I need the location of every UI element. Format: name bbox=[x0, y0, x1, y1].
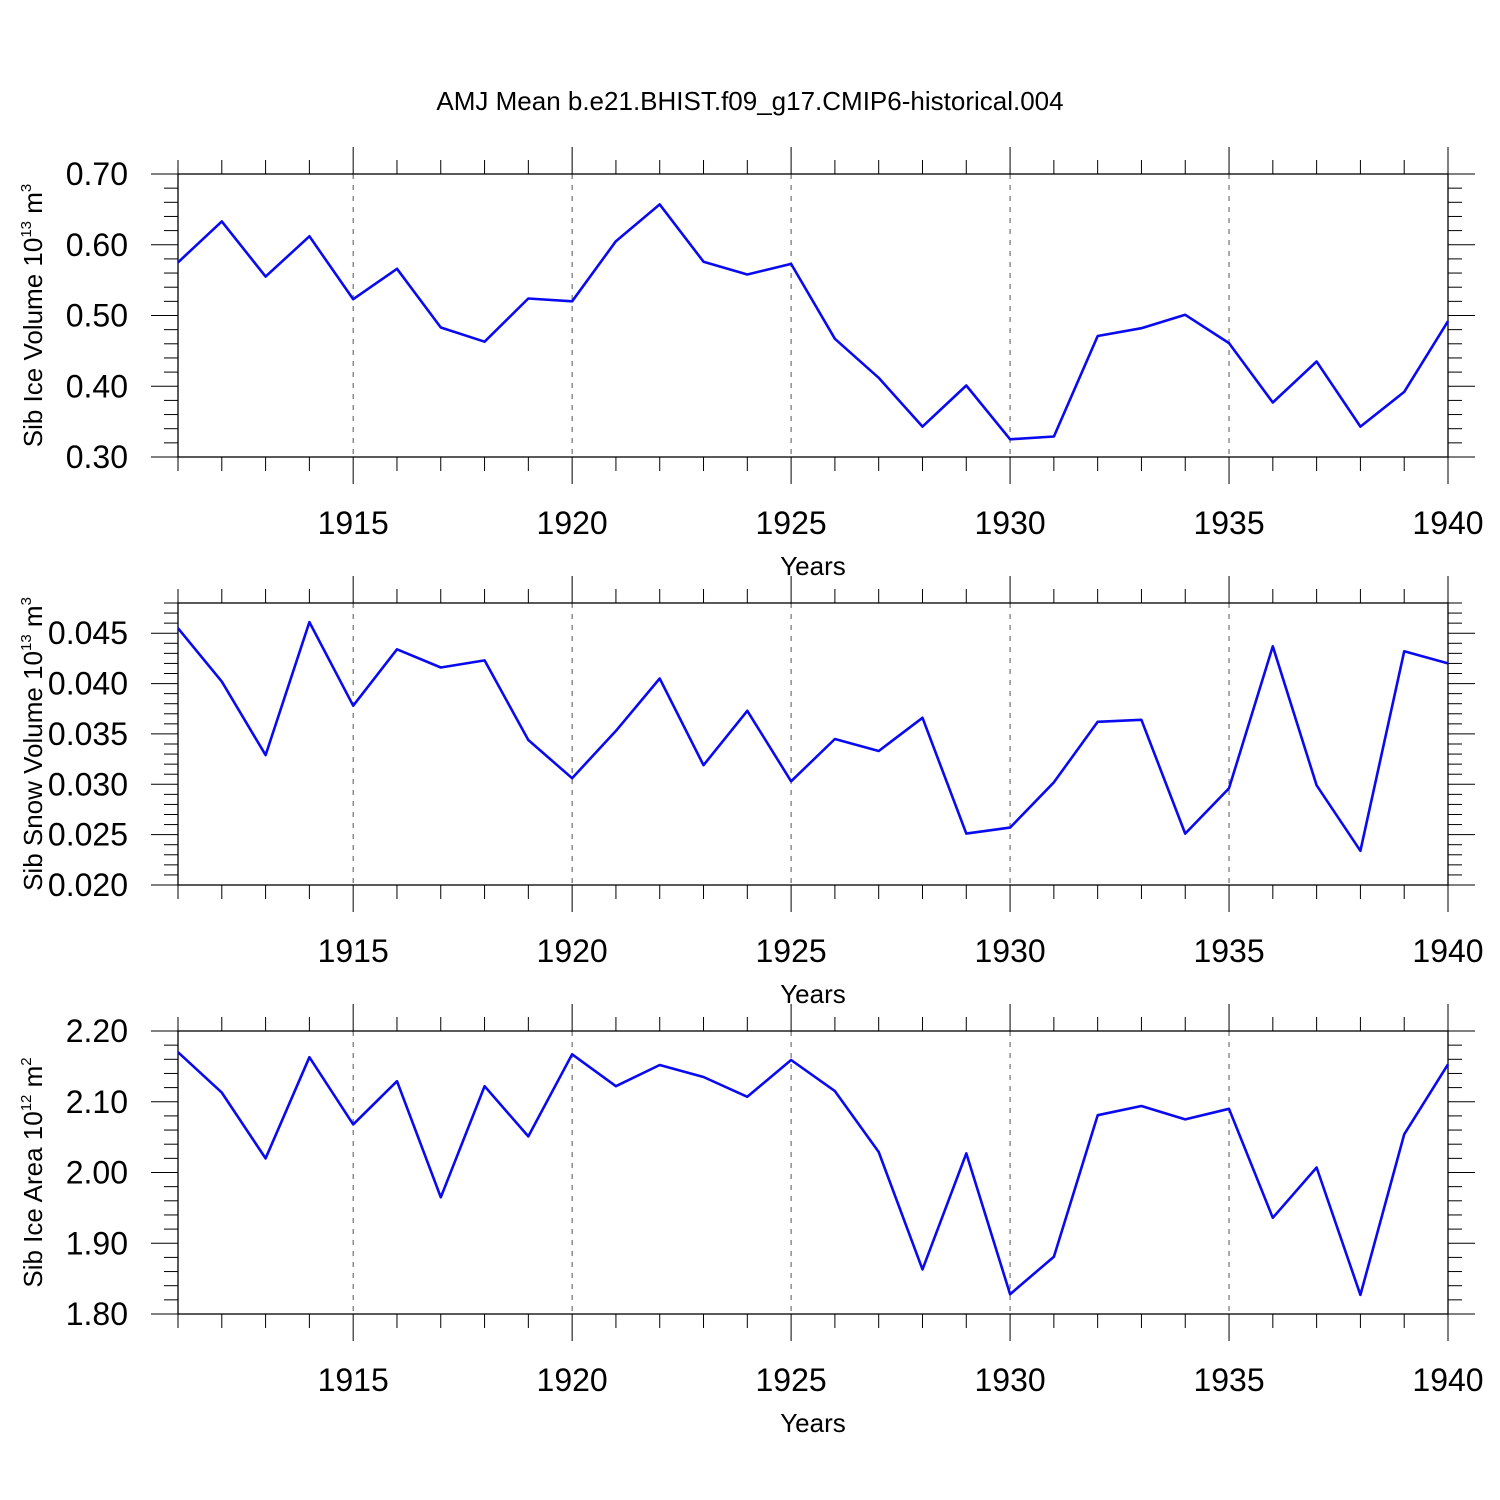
x-axis-title: Years bbox=[780, 979, 846, 1009]
y-axis-title: Sib Snow Volume 1013 m3 bbox=[18, 597, 48, 891]
chart-panel-3: 1.80 1.90 2.00 2.10 2.20 1915 1920 1925 1930 1935… bbox=[18, 1004, 1484, 1438]
y-tick-label: 2.20 bbox=[66, 1013, 128, 1049]
y-tick-label: 0.045 bbox=[48, 615, 128, 651]
x-tick-label: 1930 bbox=[974, 1362, 1045, 1398]
x-tick-label: 1930 bbox=[974, 933, 1045, 969]
plot-frame bbox=[177, 602, 1449, 886]
series-line bbox=[177, 203, 1450, 441]
x-axis-title: Years bbox=[780, 1408, 846, 1438]
y-tick-label: 0.70 bbox=[66, 156, 128, 192]
y-tick-label: 0.40 bbox=[66, 368, 128, 404]
series-line bbox=[176, 620, 1449, 853]
y-tick-label: 0.60 bbox=[66, 227, 128, 263]
y-tick-label: 2.10 bbox=[66, 1084, 128, 1120]
y-tick-label: 0.30 bbox=[66, 439, 128, 475]
x-tick-label: 1940 bbox=[1412, 505, 1483, 541]
x-tick-label: 1935 bbox=[1193, 1362, 1264, 1398]
y-tick-label: 0.040 bbox=[48, 666, 128, 702]
chart-panel-1: 0.30 0.40 0.50 0.60 0.70 1915 1920 1925 1930 1935… bbox=[18, 147, 1484, 581]
x-tick-label: 1925 bbox=[756, 1362, 827, 1398]
y-axis-title: Sib Ice Volume 1013 m3 bbox=[18, 184, 48, 448]
x-tick-label: 1915 bbox=[318, 933, 389, 969]
x-tick-label: 1920 bbox=[537, 1362, 608, 1398]
x-tick-label: 1925 bbox=[756, 505, 827, 541]
x-tick-label: 1940 bbox=[1412, 933, 1483, 969]
y-tick-label: 1.80 bbox=[66, 1296, 128, 1332]
x-tick-label: 1915 bbox=[318, 505, 389, 541]
x-tick-label: 1915 bbox=[318, 1362, 389, 1398]
y-tick-label: 1.90 bbox=[66, 1225, 128, 1261]
figure-title: AMJ Mean b.e21.BHIST.f09_g17.CMIP6-histo… bbox=[436, 86, 1063, 116]
x-axis-title: Years bbox=[780, 551, 846, 581]
y-axis-title: Sib Ice Area 1012 m2 bbox=[18, 1057, 48, 1287]
x-tick-label: 1940 bbox=[1412, 1362, 1483, 1398]
chart-panel-2: 0.020 0.025 0.030 0.035 0.040 0.045 1915 1920 19… bbox=[18, 576, 1484, 1009]
y-tick-label: 0.50 bbox=[66, 298, 128, 334]
plot-frame bbox=[177, 1030, 1449, 1315]
y-tick-label: 0.030 bbox=[48, 766, 128, 802]
y-tick-label: 0.025 bbox=[48, 817, 128, 853]
x-tick-label: 1920 bbox=[537, 933, 608, 969]
y-tick-label: 0.035 bbox=[48, 716, 128, 752]
panels: 0.30 0.40 0.50 0.60 0.70 1915 1920 1925 1930 1935… bbox=[18, 147, 1484, 1438]
x-tick-label: 1935 bbox=[1193, 505, 1264, 541]
x-tick-label: 1930 bbox=[974, 505, 1045, 541]
x-tick-label: 1935 bbox=[1193, 933, 1264, 969]
x-tick-label: 1925 bbox=[756, 933, 827, 969]
y-tick-label: 2.00 bbox=[66, 1155, 128, 1191]
x-tick-label: 1920 bbox=[537, 505, 608, 541]
y-tick-label: 0.020 bbox=[48, 867, 128, 903]
plot-frame bbox=[177, 173, 1449, 458]
series-line bbox=[177, 1051, 1450, 1297]
